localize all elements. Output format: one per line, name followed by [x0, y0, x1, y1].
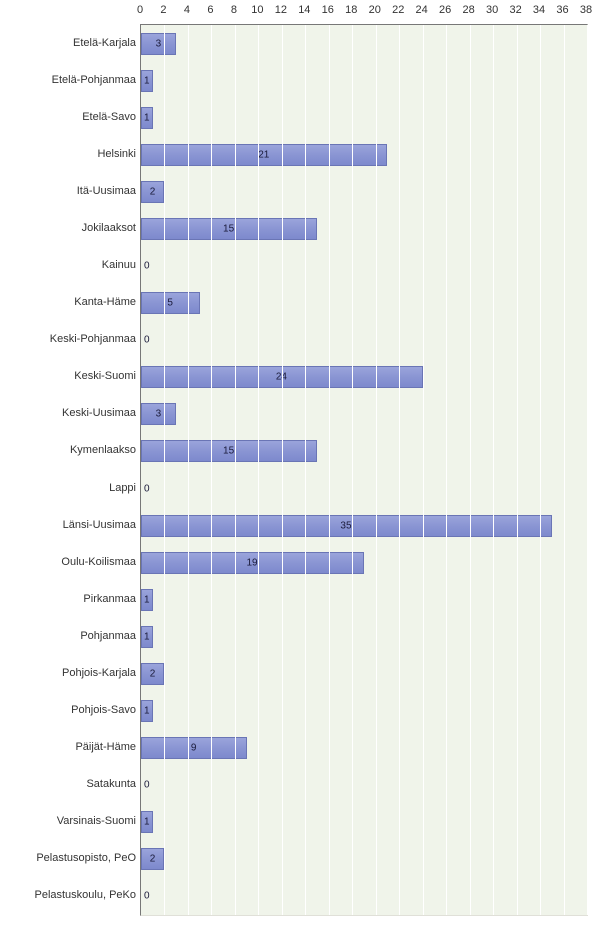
value-label: 3	[156, 409, 162, 420]
y-axis-labels: Etelä-Karjala Etelä-Pohjanmaa Etelä-Savo He…	[0, 24, 136, 916]
gridline	[211, 25, 212, 915]
value-label: 1	[144, 817, 150, 828]
category-label: Keski-Pohjanmaa	[0, 333, 136, 345]
category-label: Pohjois-Karjala	[0, 667, 136, 679]
value-label: 5	[167, 298, 173, 309]
value-label: 19	[247, 557, 258, 568]
category-label: Helsinki	[0, 148, 136, 160]
category-label: Pirkanmaa	[0, 593, 136, 605]
gridline	[352, 25, 353, 915]
value-label: 1	[144, 112, 150, 123]
value-label: 2	[150, 854, 156, 865]
x-axis: 02468101214161820222426283032343638	[140, 0, 588, 24]
category-label: Keski-Uusimaa	[0, 407, 136, 419]
x-tick-label: 18	[345, 4, 357, 16]
value-label: 2	[150, 186, 156, 197]
gridline	[282, 25, 283, 915]
gridline	[446, 25, 447, 915]
x-tick-label: 4	[184, 4, 190, 16]
gridline	[399, 25, 400, 915]
gridline	[587, 25, 588, 915]
value-label: 1	[144, 631, 150, 642]
category-label: Satakunta	[0, 778, 136, 790]
value-label: 0	[144, 780, 150, 791]
category-label: Kymenlaakso	[0, 444, 136, 456]
value-label: 1	[144, 706, 150, 717]
x-tick-label: 20	[369, 4, 381, 16]
category-label: Varsinais-Suomi	[0, 815, 136, 827]
category-label: Etelä-Karjala	[0, 36, 136, 48]
category-label: Pohjanmaa	[0, 630, 136, 642]
value-label: 15	[223, 223, 234, 234]
category-label: Keski-Suomi	[0, 370, 136, 382]
x-tick-label: 12	[275, 4, 287, 16]
value-label: 21	[258, 149, 269, 160]
x-tick-label: 32	[509, 4, 521, 16]
category-label: Itä-Uusimaa	[0, 185, 136, 197]
category-label: Pelastuskoulu, PeKo	[0, 889, 136, 901]
plot-area: 311212150502431503519112190120	[140, 24, 588, 916]
x-tick-label: 34	[533, 4, 545, 16]
x-tick-label: 36	[556, 4, 568, 16]
category-label: Etelä-Pohjanmaa	[0, 74, 136, 86]
value-label: 1	[144, 594, 150, 605]
gridline	[188, 25, 189, 915]
category-label: Kainuu	[0, 259, 136, 271]
x-tick-label: 8	[231, 4, 237, 16]
x-tick-label: 16	[322, 4, 334, 16]
gridline	[329, 25, 330, 915]
x-tick-label: 10	[251, 4, 263, 16]
x-tick-label: 6	[207, 4, 213, 16]
gridline	[376, 25, 377, 915]
value-label: 2	[150, 668, 156, 679]
gridline	[305, 25, 306, 915]
value-label: 0	[144, 891, 150, 902]
gridline	[564, 25, 565, 915]
category-label: Päijät-Häme	[0, 741, 136, 753]
x-tick-label: 14	[298, 4, 310, 16]
value-label: 0	[144, 483, 150, 494]
x-tick-label: 22	[392, 4, 404, 16]
x-tick-label: 2	[160, 4, 166, 16]
x-tick-label: 28	[463, 4, 475, 16]
gridline	[493, 25, 494, 915]
value-label: 3	[156, 38, 162, 49]
category-label: Pohjois-Savo	[0, 704, 136, 716]
x-tick-label: 30	[486, 4, 498, 16]
value-label: 1	[144, 75, 150, 86]
value-label: 0	[144, 335, 150, 346]
x-tick-label: 38	[580, 4, 592, 16]
gridline	[470, 25, 471, 915]
gridline	[258, 25, 259, 915]
x-tick-label: 26	[439, 4, 451, 16]
category-label: Jokilaaksot	[0, 222, 136, 234]
value-label: 0	[144, 261, 150, 272]
gridline	[164, 25, 165, 915]
bars-layer: 311212150502431503519112190120	[141, 25, 587, 915]
category-label: Oulu-Koilismaa	[0, 556, 136, 568]
x-tick-label: 24	[416, 4, 428, 16]
gridline	[235, 25, 236, 915]
category-label: Länsi-Uusimaa	[0, 519, 136, 531]
category-label: Pelastusopisto, PeO	[0, 852, 136, 864]
bar-chart: 02468101214161820222426283032343638 3112…	[0, 0, 600, 928]
category-label: Kanta-Häme	[0, 296, 136, 308]
gridline	[423, 25, 424, 915]
value-label: 9	[191, 743, 197, 754]
value-label: 35	[340, 520, 351, 531]
gridline	[540, 25, 541, 915]
category-label: Lappi	[0, 481, 136, 493]
x-tick-label: 0	[137, 4, 143, 16]
category-label: Etelä-Savo	[0, 111, 136, 123]
gridline	[517, 25, 518, 915]
value-label: 15	[223, 446, 234, 457]
